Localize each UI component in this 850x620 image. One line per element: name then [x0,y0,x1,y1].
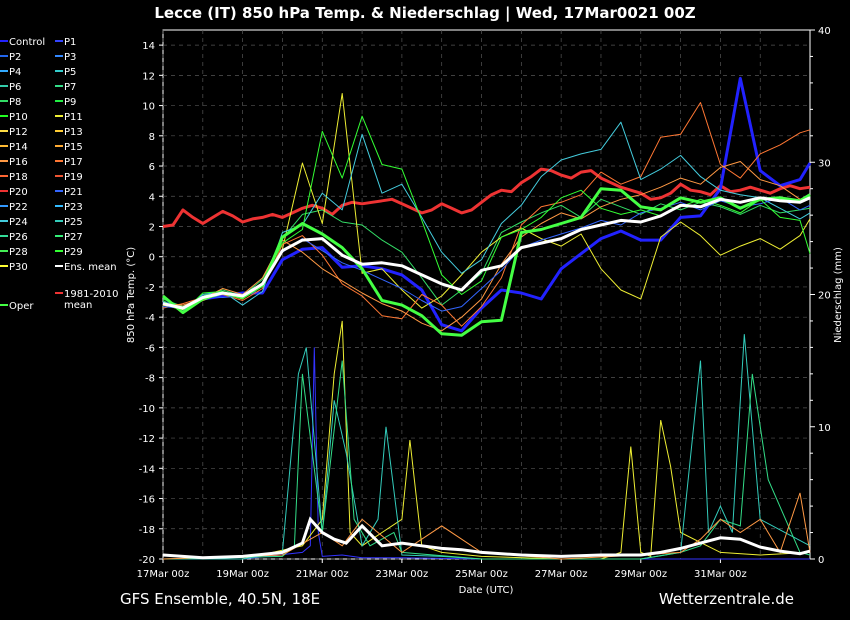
legend-label: P5 [64,67,76,78]
y-tick-label: 0 [149,253,155,264]
legend-label: P28 [9,247,28,258]
legend-label: P8 [9,97,21,108]
legend-label: P10 [9,112,28,123]
y-tick-label: 4 [149,192,155,203]
x-tick-label: 23Mar 00z [376,569,429,580]
legend-label: P12 [9,127,28,138]
y-tick-label: -2 [145,283,155,294]
legend-label: P16 [9,157,28,168]
temp-line-ens-mean [162,196,811,310]
y-right-tick-label: 10 [818,423,831,434]
legend-label: 1981-2010 mean [64,289,119,311]
x-tick-label: 25Mar 00z [455,569,508,580]
x-axis-ticks: 17Mar 00z 19Mar 00z 21Mar 00z 23Mar 00z 25Ma… [137,559,747,580]
y-tick-label: -8 [145,374,155,385]
legend-label: P15 [64,142,83,153]
legend-label: P24 [9,217,28,228]
legend-label: P26 [9,232,28,243]
y-tick-label: -16 [139,495,155,506]
legend-label: P4 [9,67,21,78]
y-tick-label: 6 [149,162,155,173]
y-axis-left-ticks: 14 12 10 8 6 4 2 0 -2 -4 -6 -8 -10 -12 -14 -16 -18 -20 [139,41,163,566]
legend-label: P17 [64,157,83,168]
y-tick-label: -12 [139,434,155,445]
legend-label: P22 [9,202,28,213]
x-tick-label: 19Mar 00z [216,569,269,580]
x-tick-label: 21Mar 00z [296,569,349,580]
legend-label: P21 [64,187,83,198]
y-right-tick-label: 40 [818,26,831,37]
precip-line-p7 [162,360,811,560]
y-tick-label: -6 [145,343,155,354]
y-right-tick-label: 30 [818,158,831,169]
x-tick-label: 27Mar 00z [535,569,588,580]
legend-label: P9 [64,97,76,108]
y-right-tick-label: 20 [818,291,831,302]
precipitation-series [162,320,811,560]
y-tick-label: -4 [145,313,155,324]
y-tick-label: -20 [139,555,155,566]
legend-label: P13 [64,127,83,138]
y-tick-label: 14 [142,41,155,52]
x-tick-label: 17Mar 00z [137,569,190,580]
temp-line-oper [162,187,811,337]
plot-area [162,29,811,560]
footer-source: Wetterzentrale.de [659,590,794,608]
precip-line-ens-mean [162,516,811,560]
y-axis-right-label: Niederschlag (mm) [833,247,844,343]
legend-label: P14 [9,142,28,153]
legend-label: Ens. mean [64,262,117,273]
footer-model-info: GFS Ensemble, 40.5N, 18E [120,590,320,608]
precip-line-p16 [162,492,811,560]
legend-label: P3 [64,52,76,63]
precip-line-p25 [163,334,811,560]
legend: Control P1 P2 P3 P4 P5 P6 P7 P8 P9 P10 P11 P12 P13 P14… [0,37,119,312]
precip-line-p11 [163,320,811,560]
legend-label: P25 [64,217,83,228]
legend-label: P29 [64,247,83,258]
legend-label: P27 [64,232,83,243]
temp-line-1981-2010-mean [162,167,811,228]
legend-label: P1 [64,37,76,48]
grid-lines [162,30,810,560]
y-tick-label: -10 [139,404,155,415]
legend-label: Control [9,37,45,48]
y-tick-label: 8 [149,132,155,143]
y-right-tick-label: 0 [818,555,824,566]
y-tick-label: 10 [142,102,155,113]
y-tick-label: -18 [139,525,155,536]
legend-label: P19 [64,172,83,183]
y-axis-left-label: 850 hPa Temp. (°C) [126,247,137,343]
chart-title: Lecce (IT) 850 hPa Temp. & Niederschlag … [154,4,695,23]
legend-label: P30 [9,262,28,273]
y-tick-label: 12 [142,71,155,82]
x-axis-label: Date (UTC) [459,585,514,596]
legend-label: P23 [64,202,83,213]
legend-label: Oper [9,301,34,312]
x-tick-label: 31Mar 00z [694,569,747,580]
y-tick-label: -14 [139,464,155,475]
y-tick-label: 2 [149,222,155,233]
temperature-series [162,76,812,337]
legend-label: P18 [9,172,28,183]
legend-label: P6 [9,82,21,93]
legend-label: P7 [64,82,76,93]
legend-label: P20 [9,187,28,198]
legend-label: P2 [9,52,21,63]
x-tick-label: 29Mar 00z [614,569,667,580]
y-axis-right-ticks: 40 30 20 10 0 [810,26,831,566]
legend-label: P11 [64,112,83,123]
